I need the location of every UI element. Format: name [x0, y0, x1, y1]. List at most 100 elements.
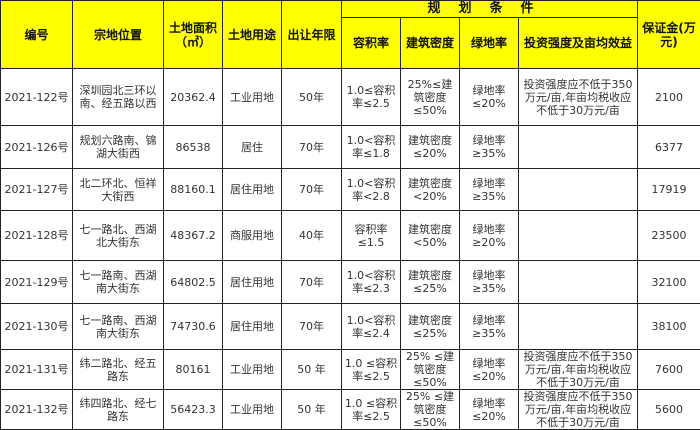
cell-deposit: 6377 [638, 126, 700, 169]
cell-location: 七一路北、西湖北大街东 [73, 211, 164, 261]
cell-use: 居住用地 [223, 304, 282, 350]
cell-far: 1.0<容积率≤2.4 [342, 304, 401, 350]
cell-deposit: 17919 [638, 169, 700, 211]
cell-location: 纬二路北、经五路东 [73, 350, 164, 390]
cell-green: 绿地率≤20% [460, 390, 519, 430]
cell-invest: 投资强度应不低于350万元/亩,年亩均税收应不低于30万元/亩 [519, 390, 638, 430]
cell-area: 48367.2 [164, 211, 223, 261]
cell-green: 绿地率≥20% [460, 211, 519, 261]
cell-term: 70年 [282, 169, 342, 211]
cell-invest [519, 211, 638, 261]
cell-id: 2021-127号 [1, 169, 73, 211]
cell-id: 2021-131号 [1, 350, 73, 390]
header-invest: 投资强度及亩均效益 [519, 18, 638, 69]
cell-use: 商服用地 [223, 211, 282, 261]
cell-density: 建筑密度<50% [401, 211, 460, 261]
cell-use: 工业用地 [223, 350, 282, 390]
cell-far: 1.0 ≤容积率≤2.5 [342, 390, 401, 430]
cell-id: 2021-132号 [1, 390, 73, 430]
header-area: 土地面积（㎡） [164, 1, 223, 69]
cell-far: 1.0<容积率≤1.8 [342, 126, 401, 169]
cell-area: 86538 [164, 126, 223, 169]
cell-density: 25% ≤建筑密度≤50% [401, 350, 460, 390]
cell-deposit: 38100 [638, 304, 700, 350]
cell-area: 80161 [164, 350, 223, 390]
cell-area: 74730.6 [164, 304, 223, 350]
cell-id: 2021-130号 [1, 304, 73, 350]
cell-area: 56423.3 [164, 390, 223, 430]
cell-location: 七一路南、西湖南大街东 [73, 261, 164, 304]
header-deposit: 保证金(万元) [638, 1, 700, 69]
header-planning: 规划条件 [342, 1, 638, 18]
cell-green: 绿地率≤20% [460, 350, 519, 390]
cell-green: 绿地率≥35% [460, 169, 519, 211]
cell-far: 1.0<容积率<2.8 [342, 169, 401, 211]
cell-invest [519, 261, 638, 304]
cell-density: 25%≤建筑密度≤50% [401, 69, 460, 126]
cell-deposit: 2100 [638, 69, 700, 126]
header-location: 宗地位置 [73, 1, 164, 69]
cell-id: 2021-129号 [1, 261, 73, 304]
cell-location: 北二环北、恒祥大街西 [73, 169, 164, 211]
cell-term: 70年 [282, 261, 342, 304]
cell-invest: 投资强度应不低于350万元/亩,年亩均税收应不低于30万元/亩 [519, 69, 638, 126]
cell-location: 深圳园北三环以南、经五路以西 [73, 69, 164, 126]
cell-green: 绿地率≥35% [460, 261, 519, 304]
cell-term: 70年 [282, 304, 342, 350]
cell-density: 建筑密度≤20% [401, 126, 460, 169]
cell-id: 2021-122号 [1, 69, 73, 126]
cell-density: 建筑密度≤25% [401, 261, 460, 304]
cell-deposit: 32100 [638, 261, 700, 304]
cell-id: 2021-126号 [1, 126, 73, 169]
cell-term: 70年 [282, 126, 342, 169]
cell-area: 88160.1 [164, 169, 223, 211]
cell-use: 居住 [223, 126, 282, 169]
cell-area: 64802.5 [164, 261, 223, 304]
header-far: 容积率 [342, 18, 401, 69]
cell-invest [519, 169, 638, 211]
cell-far: 容积率≤1.5 [342, 211, 401, 261]
cell-use: 居住用地 [223, 261, 282, 304]
header-use: 土地用途 [223, 1, 282, 69]
cell-id: 2021-128号 [1, 211, 73, 261]
header-density: 建筑密度 [401, 18, 460, 69]
cell-density: 建筑密度<20% [401, 169, 460, 211]
cell-green: 绿地率≥35% [460, 304, 519, 350]
cell-invest: 投资强度应不低于350万元/亩,年亩均税收应不低于30万元/亩 [519, 350, 638, 390]
cell-term: 50 年 [282, 350, 342, 390]
cell-green: 绿地率≤20% [460, 69, 519, 126]
cell-invest [519, 126, 638, 169]
header-green: 绿地率 [460, 18, 519, 69]
cell-use: 工业用地 [223, 69, 282, 126]
cell-term: 50 年 [282, 390, 342, 430]
cell-use: 工业用地 [223, 390, 282, 430]
header-term: 出让年限 [282, 1, 342, 69]
cell-term: 40年 [282, 211, 342, 261]
cell-area: 20362.4 [164, 69, 223, 126]
cell-density: 25% ≤建筑密度≤50% [401, 390, 460, 430]
cell-density: 建筑密度≤25% [401, 304, 460, 350]
cell-deposit: 5600 [638, 390, 700, 430]
header-id: 编号 [1, 1, 73, 69]
cell-location: 规划六路南、锦湖大街西 [73, 126, 164, 169]
cell-far: 1.0≤容积率≤2.5 [342, 69, 401, 126]
cell-green: 绿地率≥35% [460, 126, 519, 169]
cell-deposit: 7600 [638, 350, 700, 390]
cell-far: 1.0 ≤容积率≤2.5 [342, 350, 401, 390]
cell-term: 50年 [282, 69, 342, 126]
cell-location: 纬四路北、经七路东 [73, 390, 164, 430]
cell-use: 居住用地 [223, 169, 282, 211]
cell-location: 七一路南、西湖南大街东 [73, 304, 164, 350]
cell-deposit: 23500 [638, 211, 700, 261]
cell-invest [519, 304, 638, 350]
cell-far: 1.0<容积率≤2.3 [342, 261, 401, 304]
